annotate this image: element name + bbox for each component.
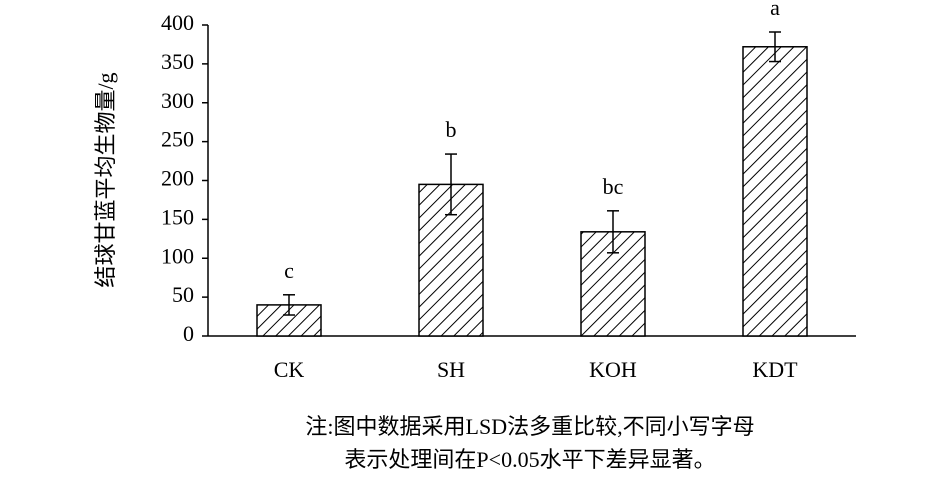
error-bar: [283, 294, 295, 316]
significance-letter: b: [446, 117, 457, 142]
x-tick-label: SH: [437, 357, 465, 382]
bar: [742, 46, 808, 337]
y-tick-label: 50: [172, 282, 194, 307]
significance-letter: a: [770, 0, 780, 20]
error-bar: [769, 31, 781, 63]
significance-letter: bc: [603, 174, 624, 199]
note-line: 表示处理间在P<0.05水平下差异显著。: [344, 447, 715, 472]
y-tick-label: 300: [161, 88, 194, 113]
y-axis-label: 结球甘蓝平均生物量/g: [93, 72, 118, 287]
x-tick-label: KOH: [589, 357, 637, 382]
error-bar: [607, 210, 619, 254]
y-tick-label: 150: [161, 204, 194, 229]
error-bar: [445, 153, 457, 216]
y-tick-label: 250: [161, 127, 194, 152]
significance-letter: c: [284, 258, 294, 283]
y-tick-label: 200: [161, 166, 194, 191]
y-tick-label: 100: [161, 243, 194, 268]
y-tick-label: 400: [161, 10, 194, 35]
x-tick-label: KDT: [752, 357, 798, 382]
y-tick-label: 350: [161, 49, 194, 74]
y-tick-label: 0: [183, 321, 194, 346]
note-line: 注:图中数据采用LSD法多重比较,不同小写字母: [305, 414, 754, 439]
x-tick-label: CK: [274, 357, 305, 382]
